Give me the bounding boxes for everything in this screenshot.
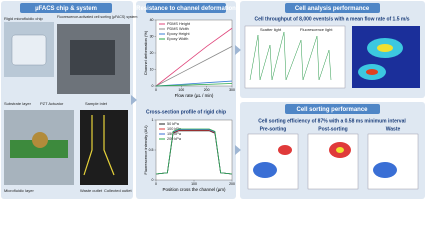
y-axis-label: Fluorescence intensity (AU)	[143, 125, 148, 175]
x-tick-label: 100	[178, 88, 184, 92]
label: Collected outlet	[104, 188, 132, 193]
subtitle: Cross-section profile of rigid chip	[146, 109, 226, 115]
label: Pre-sorting	[260, 126, 287, 132]
arrow	[131, 95, 137, 105]
label: Substrate layer	[4, 101, 32, 106]
panel-title: Cell analysis performance	[295, 6, 370, 12]
cluster	[373, 162, 397, 178]
legend-label: PDMS Width	[167, 27, 189, 31]
legend-label: 100 kPa	[167, 127, 182, 131]
y-tick-label: 1	[152, 118, 154, 122]
y-tick-label: 0	[152, 84, 154, 88]
label: Microfluidic layer	[4, 188, 34, 193]
legend-label: PDMS Height	[167, 22, 191, 26]
y-tick-label: 40	[150, 18, 154, 22]
graphical-abstract: µFACS chip & system Resistance to channe…	[0, 0, 426, 200]
signal-plot	[244, 25, 346, 89]
cluster	[377, 44, 393, 52]
series-line	[155, 46, 233, 87]
y-axis-label: Channel deformation (%)	[143, 30, 148, 75]
label: Fluorescence-activated cell sorting (µFA…	[57, 15, 137, 19]
legend-label: Epoxy Width	[167, 37, 188, 41]
panel-title: µFACS chip & system	[35, 6, 97, 12]
y-tick-label: 0.5	[149, 148, 154, 152]
channel	[83, 115, 115, 176]
cluster	[336, 147, 344, 153]
instrument	[70, 40, 115, 75]
legend-label: 150 kPa	[167, 132, 182, 136]
x-tick-label: 200	[204, 88, 210, 92]
x-tick-label: 0	[155, 182, 157, 186]
cluster	[278, 145, 292, 155]
y-tick-label: 20	[150, 51, 154, 55]
label: Waste outlet	[80, 188, 103, 193]
sort-plots	[247, 133, 419, 190]
label: Post-sorting	[318, 126, 347, 132]
x-tick-label: 300	[229, 88, 235, 92]
y-tick-label: 0	[152, 178, 154, 182]
arrow	[235, 45, 241, 55]
legend-label: 50 kPa	[167, 122, 180, 126]
arrow	[235, 145, 241, 155]
label: Scatter light	[260, 27, 282, 32]
series-line	[155, 27, 233, 87]
x-tick-label: 100	[191, 182, 197, 186]
y-tick-label: 10	[150, 67, 154, 71]
label: Sample inlet	[85, 101, 108, 106]
y-tick-label: 30	[150, 34, 154, 38]
sort-plot	[307, 133, 359, 190]
header	[20, 3, 112, 13]
header	[285, 104, 380, 114]
label: PZT Actuator	[40, 101, 64, 106]
substrate	[10, 140, 68, 158]
panel-title: Resistance to channel deformation	[136, 6, 236, 12]
x-axis-label: Position cross the channel (µm)	[162, 187, 226, 192]
actuator	[32, 132, 48, 148]
sort-plot	[367, 133, 419, 190]
panel-title: Cell sorting performance	[296, 107, 368, 113]
label: Rigid microfluidic chip	[4, 16, 43, 21]
cluster	[253, 162, 277, 178]
subtitle: Cell throughput of 8,000 events/s with a…	[254, 16, 409, 22]
x-tick-label: 200	[229, 182, 235, 186]
x-axis-label: Flow rate (µL / min)	[175, 93, 214, 98]
subtitle: Cell sorting efficiency of 87% with a 0.…	[258, 118, 406, 124]
legend-label: Epoxy Height	[167, 32, 191, 36]
legend-label: 200 kPa	[167, 137, 182, 141]
header	[146, 3, 226, 13]
label: Waste	[386, 126, 401, 132]
cluster	[366, 69, 378, 75]
x-tick-label: 0	[155, 88, 157, 92]
chip	[11, 34, 47, 66]
series-line	[155, 83, 233, 87]
header	[285, 3, 380, 13]
sort-plot	[247, 133, 299, 190]
series-line	[155, 128, 233, 175]
label: Fluorescence light	[300, 27, 333, 32]
signal-trace	[249, 31, 332, 81]
series-line	[155, 80, 233, 87]
